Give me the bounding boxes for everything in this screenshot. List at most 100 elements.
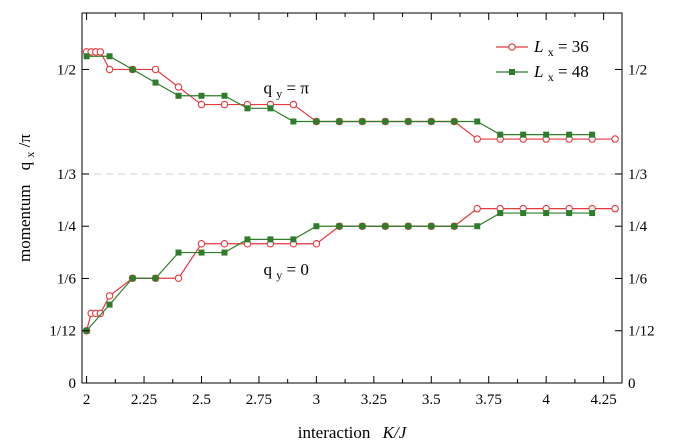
series-1-upper-point xyxy=(83,53,90,60)
series-1-upper-point xyxy=(543,131,550,138)
ticks-layer xyxy=(82,13,622,384)
annotation-qy-pi: q y = π xyxy=(264,78,310,101)
series-1-lower-line xyxy=(86,212,593,332)
series-1-lower-point xyxy=(497,210,504,217)
series-0-lower-point xyxy=(197,240,206,248)
series-1-lower-point xyxy=(129,275,136,282)
y-axis-title-subscript: x xyxy=(23,152,37,158)
series-1-lower-point xyxy=(520,210,527,217)
legend-label-lx-36: L x = 36 xyxy=(533,37,589,60)
series-0-lower-point xyxy=(473,204,481,213)
series-1-lower-point xyxy=(359,223,366,230)
annotation-qy-pi-rest: = π xyxy=(287,78,310,97)
y-axis-title-prefix: momentum xyxy=(15,185,34,262)
series-1-lower-point xyxy=(382,223,389,230)
legend: L x = 36 L x = 48 xyxy=(496,37,589,85)
series-1-upper-point xyxy=(198,92,205,99)
series-0-upper-point xyxy=(96,48,105,56)
y-tick-label-right: 0 xyxy=(628,376,636,392)
y-tick-label-left: 1/3 xyxy=(57,167,76,183)
annotation-layer: q y = π q y = 0 xyxy=(264,78,310,283)
series-0-lower-line xyxy=(86,208,616,331)
legend-label-lx-48-sub: x xyxy=(548,70,554,84)
series-0-upper-point xyxy=(220,100,229,109)
x-axis-title: interaction K/J xyxy=(298,423,408,442)
legend-label-lx-48-rest: = 48 xyxy=(558,62,589,81)
series-1-upper-point xyxy=(221,92,228,99)
legend-label-lx-36-var: L xyxy=(533,37,543,56)
series-0-lower-point xyxy=(312,240,321,248)
y-tick-label-left: 1/4 xyxy=(57,219,77,235)
series-1-upper-point xyxy=(152,79,159,86)
series-1-upper-point xyxy=(313,118,320,125)
series-1-lower-point xyxy=(313,223,320,230)
series-0-upper-point xyxy=(105,65,114,74)
legend-label-lx-36-sub: x xyxy=(548,45,554,59)
series-1-lower-point xyxy=(405,223,412,230)
x-tick-label: 4 xyxy=(542,392,550,408)
x-tick-label: 3.5 xyxy=(422,392,441,408)
series-1-upper-point xyxy=(497,131,504,138)
series-1-lower-point xyxy=(566,210,573,217)
series-1-lower-point xyxy=(244,236,251,243)
series-0-upper-point xyxy=(289,100,298,109)
legend-entry-lx-48: L x = 48 xyxy=(496,62,589,85)
series-1-lower-point xyxy=(336,223,343,230)
series-1-upper-point xyxy=(290,118,297,125)
series-1-lower-point xyxy=(589,210,596,217)
legend-label-lx-36-rest: = 36 xyxy=(558,37,589,56)
series-1-lower-point xyxy=(290,236,297,243)
series-1-upper-point xyxy=(428,118,435,125)
series-0-upper-point xyxy=(151,65,160,74)
y-axis-title-variable: q xyxy=(15,161,34,170)
series-1-lower-point xyxy=(152,275,159,282)
legend-label-lx-48-var: L xyxy=(533,62,543,81)
y-axis-title: momentum q x /π xyxy=(15,134,38,262)
series-1-upper-point xyxy=(267,105,274,112)
x-tick-label: 3.25 xyxy=(361,392,387,408)
series-1-lower-point xyxy=(106,301,113,308)
y-axis-title-suffix: /π xyxy=(15,134,34,148)
annotation-qy-0: q y = 0 xyxy=(264,260,309,283)
x-tick-label: 3 xyxy=(313,392,321,408)
x-tick-label: 2.5 xyxy=(192,392,211,408)
x-tick-label: 2.25 xyxy=(131,392,157,408)
y-tick-label-left: 1/12 xyxy=(49,324,76,340)
series-1-upper-point xyxy=(405,118,412,125)
y-tick-label-right: 1/2 xyxy=(628,62,647,78)
series-1-lower-point xyxy=(543,210,550,217)
series-1-lower-point xyxy=(221,249,228,256)
x-axis-title-prefix: interaction xyxy=(298,423,371,442)
annotation-qy-0-rest: = 0 xyxy=(287,260,309,279)
legend-marker-lx-36 xyxy=(508,43,516,51)
legend-label-lx-48: L x = 48 xyxy=(533,62,589,85)
x-tick-label: 4.25 xyxy=(590,392,616,408)
series-1-upper-point xyxy=(451,118,458,125)
legend-marker-lx-48 xyxy=(509,69,515,75)
x-tick-label: 2.75 xyxy=(246,392,272,408)
series-layer xyxy=(82,48,619,335)
series-1-lower-point xyxy=(474,223,481,230)
series-1-upper-point xyxy=(175,92,182,99)
series-0-lower-point xyxy=(611,204,619,213)
annotation-qy-pi-main: q xyxy=(264,78,273,97)
tick-labels-layer: 2 2.25 2.5 2.75 3 3.25 3.5 3.75 4 4.25 0 0 1/12 1/12 1… xyxy=(49,62,654,408)
x-tick-label: 2 xyxy=(83,392,91,408)
y-tick-label-right: 1/6 xyxy=(628,271,648,287)
series-1-lower-point xyxy=(198,249,205,256)
series-1-upper-point xyxy=(359,118,366,125)
series-1-lower-point xyxy=(451,223,458,230)
series-1-upper-point xyxy=(382,118,389,125)
series-0-lower-point xyxy=(96,309,105,318)
series-1-upper-point xyxy=(474,118,481,125)
series-1-upper-point xyxy=(589,131,596,138)
series-0-upper-point xyxy=(611,135,619,143)
annotation-qy-0-sub: y xyxy=(276,268,282,282)
series-0-upper-point xyxy=(197,100,206,109)
series-1-upper-point xyxy=(129,66,136,73)
series-1-upper-point xyxy=(520,131,527,138)
series-1-lower-point xyxy=(428,223,435,230)
series-1-upper-point xyxy=(336,118,343,125)
y-tick-label-right: 1/12 xyxy=(628,324,655,340)
